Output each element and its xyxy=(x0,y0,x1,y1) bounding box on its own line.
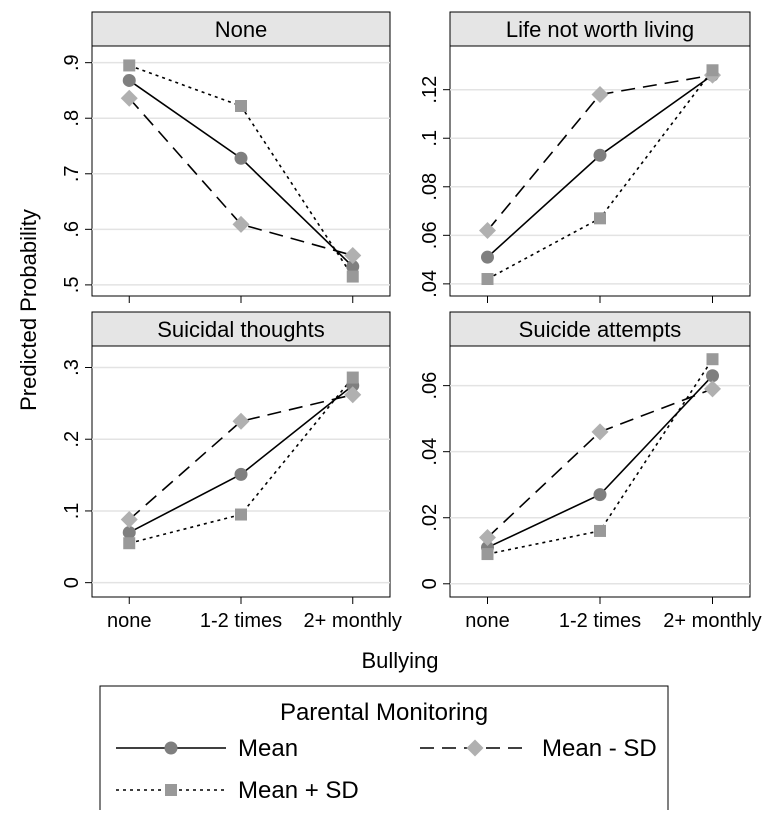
point-mean-sd xyxy=(232,412,250,430)
x-tick-label: 2+ monthly xyxy=(663,610,761,632)
point-mean-sd xyxy=(479,529,496,547)
point-mean xyxy=(346,260,360,274)
point-mean-sd xyxy=(706,64,719,77)
series-line-mean-sd xyxy=(128,393,353,521)
point-mean-sd xyxy=(346,371,359,384)
point-mean-sd xyxy=(704,380,721,398)
y-axis-title: Predicted Probability xyxy=(16,209,41,411)
panel-title: Suicide attempts xyxy=(519,317,682,342)
panel-header xyxy=(449,311,751,347)
y-tick-label: .1 xyxy=(419,130,441,147)
legend-label: Mean xyxy=(238,735,298,762)
point-mean-sd xyxy=(232,215,250,233)
point-mean-sd xyxy=(706,353,719,366)
legend-entry-mean: Mean xyxy=(116,735,298,762)
point-mean-sd xyxy=(591,423,609,441)
x-tick-label: none xyxy=(465,610,510,632)
y-tick-label: .06 xyxy=(419,221,441,249)
point-mean xyxy=(593,148,607,162)
point-mean-sd xyxy=(235,100,247,112)
legend-marker xyxy=(466,739,484,757)
panel-header xyxy=(91,11,391,47)
point-mean xyxy=(122,73,136,87)
point-mean xyxy=(481,250,494,264)
point-mean-sd xyxy=(479,221,496,239)
point-mean xyxy=(122,525,136,539)
panel-title: None xyxy=(215,17,268,42)
legend-entry-mean-sd: Mean - SD xyxy=(420,735,657,762)
panel-title: Life not worth living xyxy=(506,17,694,42)
legend-entry-mean-sd: Mean + SD xyxy=(116,777,359,804)
y-tick-label: .04 xyxy=(419,270,441,298)
y-tick-label: .7 xyxy=(61,165,83,182)
panel-suicidal-thoughts: Suicidal thoughts 0 .1 .2 .3 none 1-2 times 2+ … xyxy=(61,311,402,632)
y-tick-label: .2 xyxy=(61,431,83,448)
point-mean-sd xyxy=(346,270,359,283)
legend-box xyxy=(99,685,669,815)
x-tick-label: 1-2 times xyxy=(200,610,282,632)
plot-area xyxy=(449,45,751,297)
point-mean xyxy=(593,488,607,502)
legend-marker xyxy=(164,741,178,755)
panels-group: None .5 .6 .7 .8 .9 Life not worth living .04 .0… xyxy=(61,11,762,632)
y-tick-label: .12 xyxy=(419,76,441,104)
point-mean-sd xyxy=(344,386,362,404)
panel-life-not-worth-living: Life not worth living .04 .06 .08 .1 .12 xyxy=(419,11,751,303)
point-mean xyxy=(234,151,248,165)
panel-none: None .5 .6 .7 .8 .9 xyxy=(61,11,391,303)
series-line-mean-sd xyxy=(128,97,353,257)
y-tick-label: .3 xyxy=(61,359,83,376)
y-tick-label: .8 xyxy=(61,110,83,127)
panel-header xyxy=(449,11,751,47)
y-tick-label: 0 xyxy=(61,577,83,588)
y-tick-label: .06 xyxy=(419,372,441,400)
x-axis-title: Bullying xyxy=(361,648,438,673)
legend-label: Mean + SD xyxy=(238,777,359,804)
y-tick-label: 0 xyxy=(419,578,441,589)
legend-title: Parental Monitoring xyxy=(280,699,488,726)
point-mean-sd xyxy=(235,508,247,521)
series-line-mean-sd xyxy=(128,64,354,277)
x-tick-label: none xyxy=(107,610,152,632)
legend-marker xyxy=(165,784,177,796)
point-mean-sd xyxy=(481,548,494,561)
point-mean-sd xyxy=(481,273,494,286)
x-tick-label: 1-2 times xyxy=(559,610,641,632)
y-tick-label: .5 xyxy=(61,277,83,294)
y-tick-label: .08 xyxy=(419,173,441,201)
point-mean-sd xyxy=(123,59,136,72)
y-tick-label: .04 xyxy=(419,438,441,466)
point-mean-sd xyxy=(594,524,606,537)
point-mean-sd xyxy=(594,212,606,225)
point-mean xyxy=(706,369,719,383)
point-mean xyxy=(234,467,248,481)
legend: Parental Monitoring Mean Mean - SD Mean + S… xyxy=(99,685,669,815)
point-mean-sd xyxy=(591,86,609,104)
legend-label: Mean - SD xyxy=(542,735,657,762)
y-tick-label: .9 xyxy=(61,54,83,71)
y-tick-label: .6 xyxy=(61,221,83,238)
x-tick-label: 2+ monthly xyxy=(304,610,402,632)
point-mean-sd xyxy=(120,511,138,529)
point-mean-sd xyxy=(123,537,136,550)
panel-suicide-attempts: Suicide attempts 0 .02 .04 .06 none 1-2 times 2… xyxy=(419,311,762,632)
panel-title: Suicidal thoughts xyxy=(157,317,325,342)
y-tick-label: .02 xyxy=(419,504,441,532)
point-mean-sd xyxy=(120,89,138,107)
point-mean-sd xyxy=(344,246,362,264)
series-line-mean-sd xyxy=(129,377,354,544)
y-tick-label: .1 xyxy=(61,503,83,520)
